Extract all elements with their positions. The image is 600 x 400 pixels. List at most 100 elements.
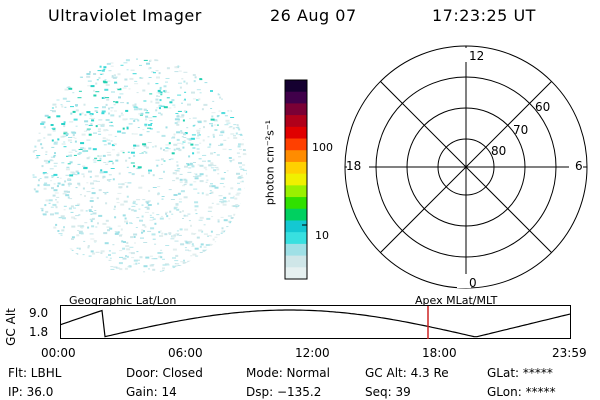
image-pixel [58, 217, 63, 219]
image-pixel [75, 125, 78, 127]
image-pixel [45, 199, 49, 202]
image-pixel [70, 136, 75, 138]
image-pixel [158, 112, 161, 114]
image-pixel [174, 265, 178, 267]
image-pixel [45, 150, 48, 153]
image-pixel [178, 82, 182, 84]
image-pixel [181, 114, 185, 117]
image-pixel [117, 73, 121, 76]
image-pixel [103, 68, 106, 70]
image-pixel [160, 94, 163, 96]
image-pixel [96, 79, 99, 81]
image-pixel [77, 224, 82, 227]
image-pixel [98, 128, 101, 131]
image-pixel [149, 255, 153, 257]
image-pixel [219, 96, 222, 99]
image-pixel [130, 252, 135, 255]
image-pixel [107, 161, 110, 163]
image-pixel [183, 71, 188, 73]
image-pixel [38, 132, 41, 134]
image-pixel [133, 147, 136, 149]
image-pixel [56, 99, 60, 101]
image-pixel [80, 232, 84, 235]
image-pixel [147, 200, 151, 202]
image-pixel [57, 138, 60, 141]
image-pixel [135, 144, 140, 147]
image-pixel [168, 218, 171, 220]
image-pixel [159, 107, 161, 110]
colorbar-unit-wrap: photon cm⁻²s⁻¹ [255, 90, 285, 240]
image-pixel [133, 120, 136, 122]
glat-value: GLat: ***** [487, 366, 553, 380]
image-pixel [86, 182, 89, 184]
image-pixel [149, 219, 154, 221]
image-pixel [87, 85, 91, 87]
image-pixel [182, 141, 186, 143]
image-pixel [110, 266, 114, 268]
image-pixel [192, 74, 196, 76]
image-pixel [199, 245, 202, 248]
image-pixel [78, 90, 82, 92]
image-pixel [137, 262, 140, 264]
image-pixel [129, 246, 134, 248]
image-pixel [154, 145, 157, 148]
image-pixel [77, 97, 82, 99]
image-pixel [146, 62, 150, 65]
image-pixel [213, 152, 216, 154]
image-pixel [141, 215, 144, 218]
door-status: Door: Closed [126, 366, 203, 380]
image-pixel [79, 113, 82, 116]
image-pixel [120, 102, 125, 104]
image-pixel [149, 59, 152, 62]
image-pixel [203, 224, 206, 226]
colorbar-swatch [285, 126, 307, 140]
image-pixel [77, 163, 81, 165]
image-pixel [190, 137, 195, 140]
image-pixel [143, 265, 148, 268]
image-pixel [43, 137, 46, 139]
image-pixel [179, 178, 183, 181]
image-pixel [209, 123, 213, 125]
image-pixel [34, 145, 37, 148]
image-pixel [92, 148, 97, 151]
timeline-y-tick: 9.0 [29, 306, 49, 320]
image-pixel [192, 125, 195, 127]
timeline-left-label: Geographic Lat/Lon [69, 294, 177, 307]
image-pixel [102, 140, 107, 142]
image-pixel [156, 76, 160, 79]
image-pixel [182, 210, 184, 213]
image-pixel [149, 214, 152, 216]
image-pixel [114, 82, 118, 84]
image-pixel [183, 133, 186, 136]
image-pixel [58, 233, 63, 235]
image-pixel [155, 98, 159, 101]
image-pixel [73, 118, 78, 121]
image-pixel [98, 214, 103, 217]
image-pixel [157, 186, 161, 188]
image-pixel [130, 162, 135, 164]
image-pixel [164, 89, 167, 92]
image-pixel [185, 215, 189, 217]
image-pixel [171, 99, 175, 102]
image-pixel [159, 99, 162, 102]
image-pixel [174, 260, 179, 262]
image-pixel [178, 149, 182, 152]
image-pixel [88, 156, 91, 158]
image-pixel [164, 263, 169, 265]
image-pixel [131, 209, 135, 212]
image-pixel [193, 181, 197, 183]
image-pixel [192, 253, 197, 256]
image-pixel [146, 131, 150, 133]
image-pixel [214, 186, 219, 189]
image-pixel [226, 122, 231, 124]
image-pixel [223, 230, 226, 233]
image-pixel [182, 218, 184, 219]
image-pixel [114, 205, 116, 208]
image-pixel [90, 220, 93, 223]
image-pixel [148, 77, 152, 78]
image-pixel [212, 133, 215, 136]
image-pixel [88, 170, 92, 173]
image-pixel [212, 135, 215, 138]
image-pixel [91, 225, 95, 228]
image-pixel [173, 207, 177, 210]
